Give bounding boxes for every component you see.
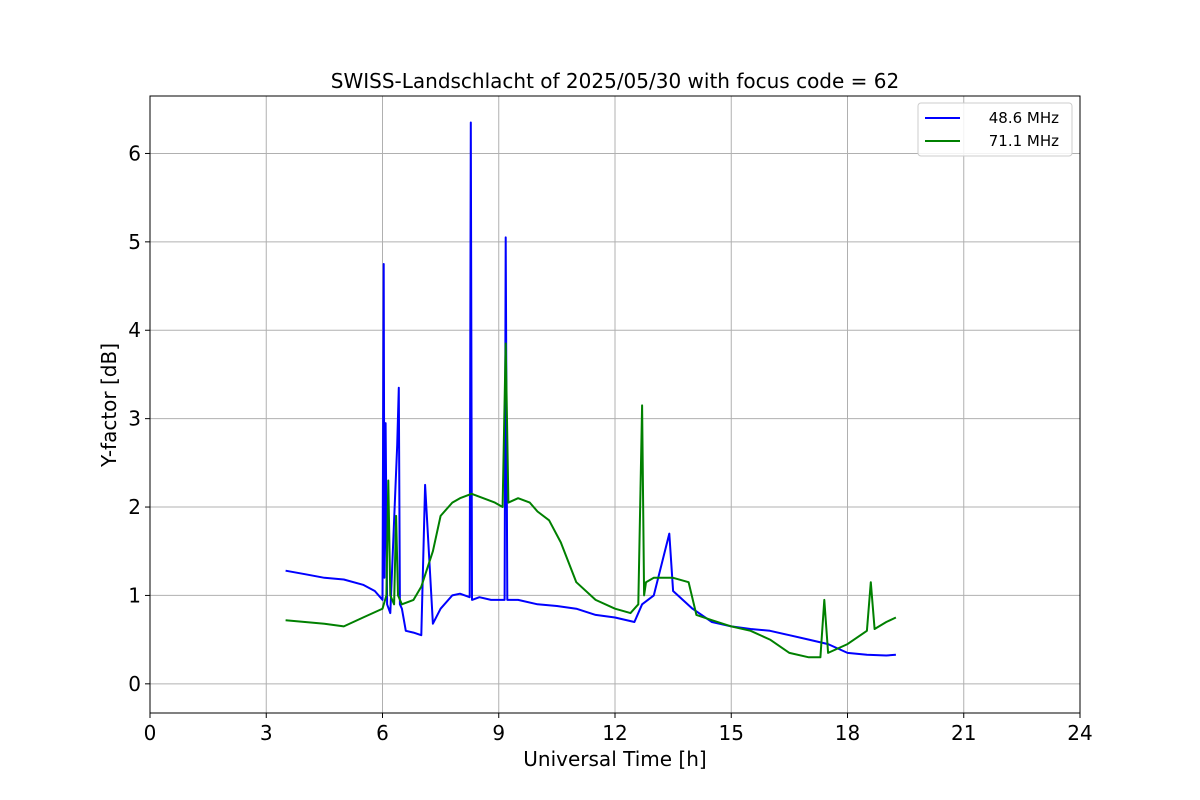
y-tick-label: 2 [128,495,141,519]
x-axis-label: Universal Time [h] [523,747,706,771]
legend-label: 48.6 MHz [989,109,1059,127]
series-layer [285,121,897,659]
y-tick-label: 5 [128,230,141,254]
x-tick-label: 3 [260,721,273,745]
legend-box [917,102,1073,157]
y-tick-label: 1 [128,583,141,607]
x-tick-label: 6 [376,721,389,745]
legend-label: 71.1 MHz [989,132,1059,150]
series-line-2 [285,342,897,659]
chart-title: SWISS-Landschlacht of 2025/05/30 with fo… [331,69,899,93]
x-tick-label: 15 [719,721,744,745]
y-axis-label: Y-factor [dB] [97,343,121,468]
x-tick-label: 0 [144,721,157,745]
x-tick-label: 12 [602,721,627,745]
y-tick-label: 6 [128,141,141,165]
x-tick-label: 18 [835,721,860,745]
x-tick-label: 21 [951,721,976,745]
x-tick-label: 9 [492,721,505,745]
x-tick-label: 24 [1067,721,1092,745]
y-tick-label: 4 [128,318,141,342]
legend: 48.6 MHz 71.1 MHz [917,102,1073,157]
y-tick-label: 3 [128,407,141,431]
y-tick-label: 0 [128,672,141,696]
